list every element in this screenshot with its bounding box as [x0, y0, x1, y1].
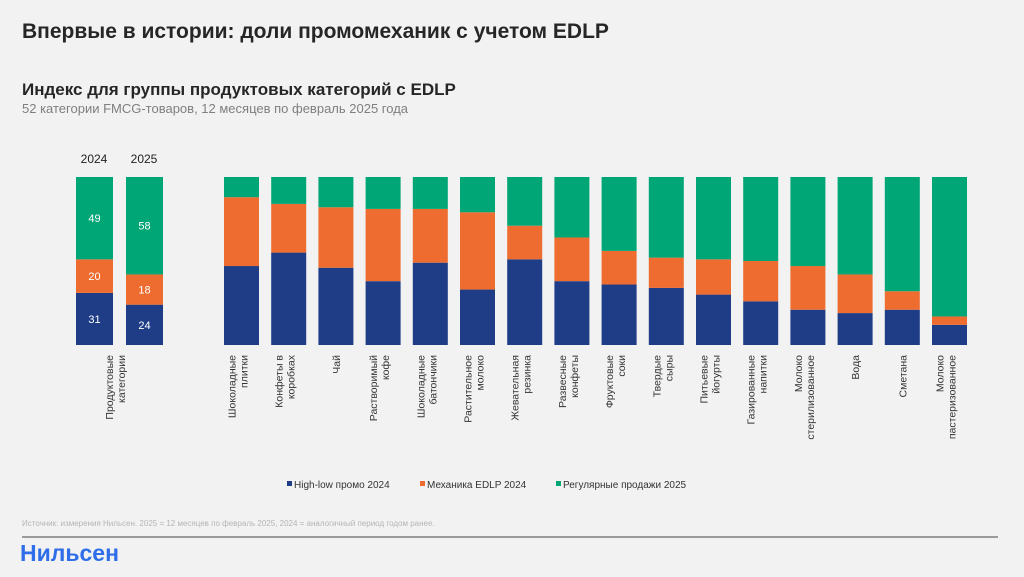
- bar-segment: [648, 257, 684, 288]
- category-label: Развесныеконфеты: [557, 355, 581, 408]
- footer-divider: [22, 536, 998, 538]
- data-label: 31: [88, 314, 100, 326]
- category-label: Продуктовыекатегории: [104, 355, 128, 420]
- bar-segment: [554, 281, 590, 345]
- data-label: 18: [138, 285, 150, 297]
- bar-segment: [837, 313, 873, 345]
- bar-segment: [932, 324, 967, 345]
- bar-segment: [884, 291, 920, 310]
- bar-segment: [460, 212, 495, 290]
- bar-segment: [271, 252, 307, 345]
- bar-segment: [76, 177, 113, 260]
- category-label: Твердыесыры: [651, 355, 675, 398]
- bar-segment: [224, 266, 259, 345]
- source-note: Источник: измерения Нильсен. 2025 = 12 м…: [22, 519, 435, 528]
- bar-segment: [696, 259, 731, 295]
- year-label: 2025: [131, 152, 158, 166]
- bar-segment: [601, 250, 637, 285]
- bar-segment: [318, 267, 354, 345]
- bar-segment: [554, 237, 590, 282]
- bar-segment: [743, 177, 779, 261]
- bar-segment: [412, 262, 448, 345]
- bar-segment: [365, 208, 401, 282]
- legend-label: Регулярные продажи 2025: [563, 480, 687, 491]
- bar-segment: [224, 197, 259, 267]
- bar-segment: [932, 316, 967, 325]
- bar-segment: [932, 177, 967, 317]
- bar-segment: [648, 287, 684, 345]
- data-label: 24: [138, 320, 150, 332]
- bar-segment: [884, 177, 920, 292]
- bar-segment: [460, 289, 495, 345]
- bar-segment: [126, 177, 163, 275]
- bar-segment: [365, 177, 401, 209]
- legend-swatch: [420, 481, 425, 486]
- bar-segment: [837, 177, 873, 275]
- data-label: 49: [88, 213, 100, 225]
- year-label: 2024: [81, 152, 108, 166]
- bar-segment: [126, 274, 163, 305]
- bar-segment: [743, 301, 779, 345]
- bar-segment: [884, 309, 920, 345]
- bar-segment: [365, 281, 401, 345]
- bar-segment: [507, 259, 543, 345]
- bar-segment: [126, 304, 163, 345]
- category-label: Жевательнаярезинка: [510, 355, 534, 421]
- category-label: Вода: [850, 355, 862, 380]
- bar-segment: [601, 177, 637, 251]
- data-label: 58: [138, 221, 150, 233]
- chart-description: 52 категории FMCG-товаров, 12 месяцев по…: [22, 101, 409, 116]
- bar-segment: [696, 294, 731, 345]
- bar-segment: [554, 177, 590, 238]
- bar-segment: [837, 274, 873, 314]
- data-label: 20: [88, 271, 100, 283]
- category-label: Газированныенапитки: [746, 355, 770, 425]
- bar-segment: [507, 177, 543, 226]
- category-label: Растительноемолоко: [463, 355, 487, 423]
- bar-segment: [460, 177, 495, 213]
- legend-label: Механика EDLP 2024: [427, 480, 527, 491]
- category-label: Питьевыейогурты: [699, 355, 723, 404]
- bar-segment: [271, 177, 307, 204]
- bar-segment: [224, 177, 259, 198]
- bar-segment: [790, 309, 826, 345]
- bar-segment: [790, 177, 826, 267]
- bar-segment: [76, 292, 113, 345]
- legend-label: High-low промо 2024: [294, 480, 390, 491]
- page-title: Впервые в истории: доли промомеханик с у…: [22, 20, 609, 43]
- category-label: Конфеты вкоробках: [274, 354, 298, 407]
- bar-segment: [507, 225, 543, 260]
- bar-segment: [412, 208, 448, 263]
- category-label: Молокостерилизованное: [793, 355, 817, 440]
- bar-segment: [648, 177, 684, 258]
- category-label: Растворимыйкофе: [368, 355, 392, 421]
- bar-segment: [790, 266, 826, 310]
- legend-swatch: [287, 481, 292, 486]
- category-label: Сметана: [897, 355, 909, 398]
- category-label: Чай: [331, 355, 343, 374]
- nielsen-logo: Нильсен: [20, 540, 119, 566]
- category-label: Шоколадныеплитки: [227, 355, 251, 418]
- bar-segment: [318, 177, 354, 208]
- bar-segment: [601, 284, 637, 345]
- bar-segment: [271, 203, 307, 253]
- chart-subtitle: Индекс для группы продуктовых категорий …: [22, 80, 456, 99]
- bar-segment: [318, 207, 354, 268]
- category-label: Шоколадныебатончики: [415, 355, 439, 418]
- bar-segment: [412, 177, 448, 209]
- bar-segment: [76, 259, 113, 293]
- legend-swatch: [556, 481, 561, 486]
- category-label: Молокопастеризованное: [935, 355, 959, 439]
- bar-segment: [743, 261, 779, 302]
- category-label: Фруктовыесоки: [604, 355, 628, 408]
- bar-segment: [696, 177, 731, 260]
